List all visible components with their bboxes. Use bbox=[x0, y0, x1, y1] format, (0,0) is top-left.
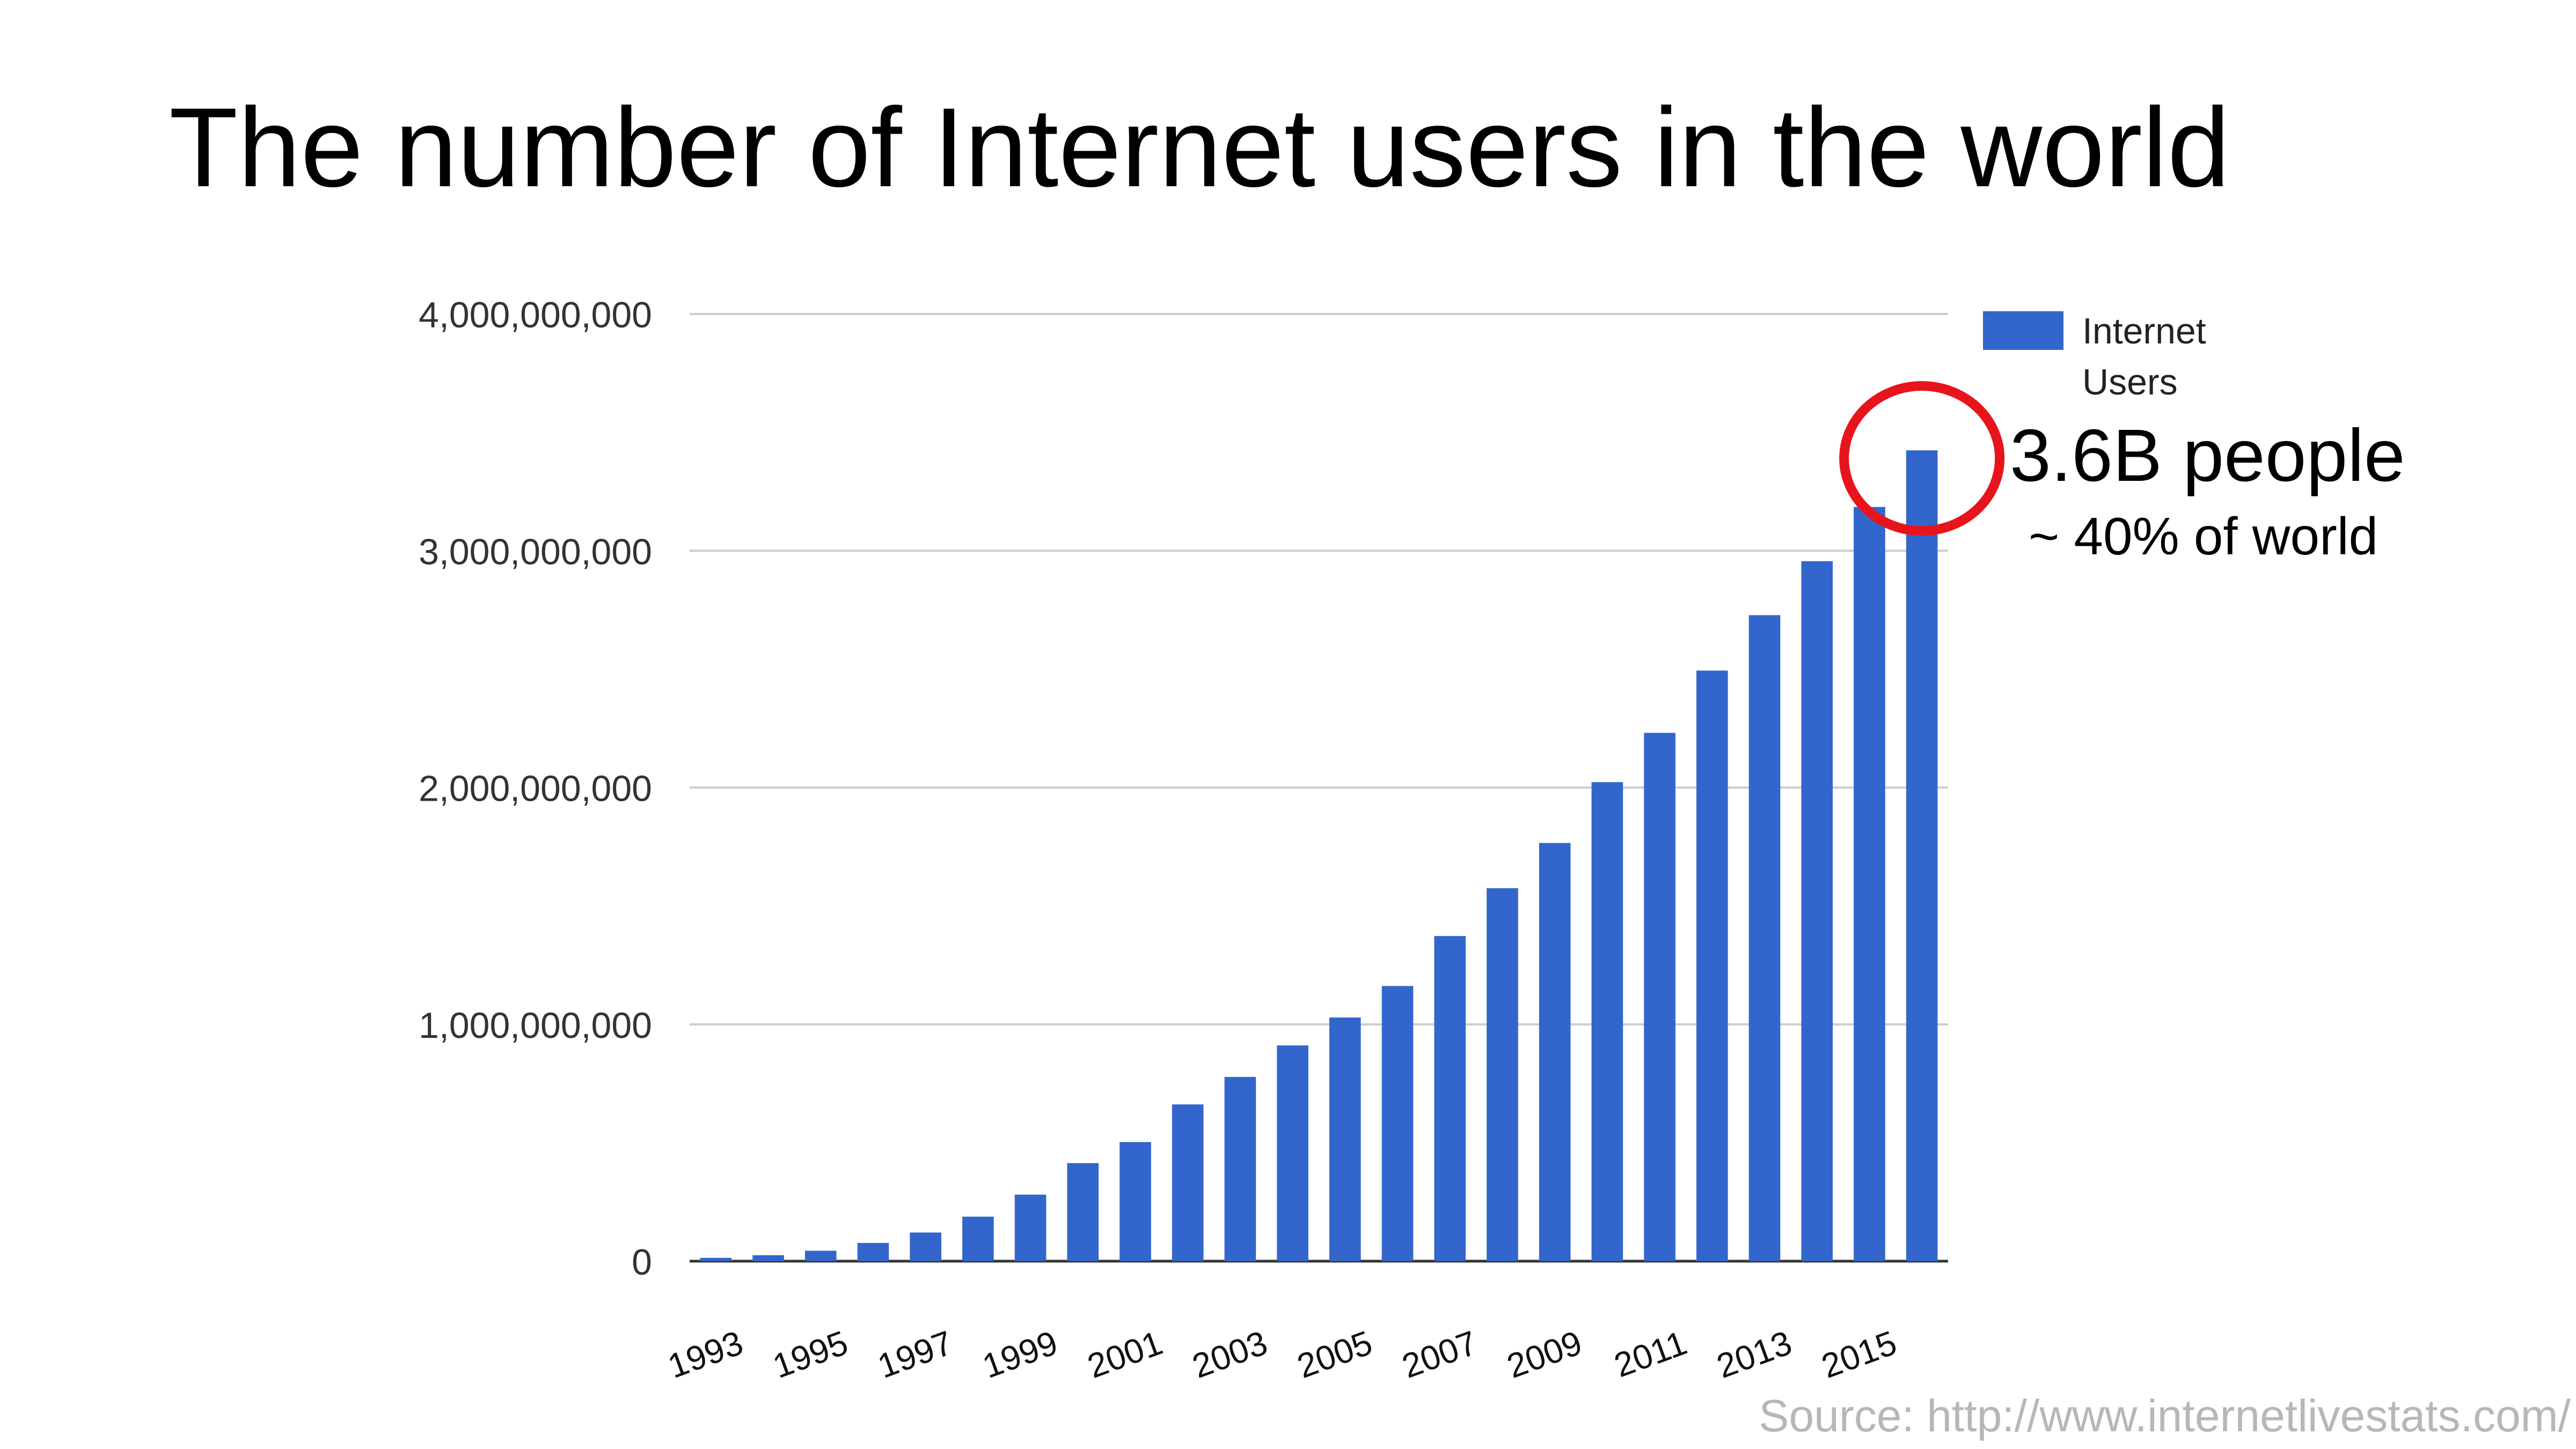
bar-2004 bbox=[1277, 1045, 1308, 1261]
bar-2007 bbox=[1434, 936, 1466, 1261]
bar-2000 bbox=[1067, 1163, 1099, 1261]
x-tick-label-2015: 2015 bbox=[1817, 1323, 1901, 1385]
bar-1994 bbox=[752, 1255, 784, 1261]
bar-2015 bbox=[1854, 507, 1885, 1261]
x-axis-tick-labels: 1993 1995 1997 1999 2001 2003 2005 2007 2009 2011… bbox=[663, 1323, 1901, 1385]
bar-1997 bbox=[910, 1232, 941, 1261]
x-tick-label-2007: 2007 bbox=[1397, 1323, 1482, 1385]
page-title: The number of Internet users in the worl… bbox=[169, 84, 2230, 210]
y-tick-label: 4,000,000,000 bbox=[419, 295, 652, 335]
bar-2016 bbox=[1906, 450, 1938, 1262]
y-tick-label: 0 bbox=[632, 1242, 652, 1283]
x-tick-label-2009: 2009 bbox=[1502, 1323, 1587, 1385]
bar-2014 bbox=[1801, 561, 1833, 1261]
y-tick-label: 3,000,000,000 bbox=[419, 531, 652, 572]
highlight-group bbox=[1839, 381, 2005, 536]
x-tick-label-1997: 1997 bbox=[873, 1323, 957, 1385]
chart-legend: Internet Users bbox=[1983, 311, 2206, 402]
annotation-sub: ~ 40% of world bbox=[2029, 507, 2378, 566]
bar-2009 bbox=[1539, 843, 1571, 1261]
bar-2013 bbox=[1748, 615, 1781, 1261]
bar-1995 bbox=[804, 1250, 837, 1261]
x-tick-label-1995: 1995 bbox=[768, 1323, 853, 1385]
x-tick-label-1993: 1993 bbox=[663, 1323, 748, 1385]
legend-label-line-2: Users bbox=[2082, 362, 2178, 402]
bar-1996 bbox=[857, 1243, 889, 1261]
bar-1998 bbox=[962, 1217, 994, 1261]
bar-2008 bbox=[1487, 888, 1518, 1261]
x-tick-label-2013: 2013 bbox=[1711, 1323, 1796, 1385]
source-note: Source: http://www.internetlivestats.com… bbox=[1759, 1391, 2571, 1441]
bar-2005 bbox=[1329, 1017, 1361, 1261]
bar-2010 bbox=[1591, 782, 1623, 1261]
bar-2011 bbox=[1644, 733, 1675, 1261]
y-axis-tick-labels: 0 1,000,000,000 2,000,000,000 3,000,000,000… bbox=[419, 295, 652, 1283]
chart-bars bbox=[700, 450, 1938, 1262]
highlight-circle bbox=[1839, 381, 2005, 536]
x-tick-label-2011: 2011 bbox=[1609, 1323, 1692, 1385]
legend-label-line-1: Internet bbox=[2082, 311, 2206, 352]
bar-2012 bbox=[1696, 670, 1728, 1261]
x-tick-label-2001: 2001 bbox=[1082, 1323, 1167, 1385]
annotation-main: 3.6B people bbox=[2010, 414, 2405, 497]
legend-swatch bbox=[1983, 311, 2063, 350]
bar-2001 bbox=[1119, 1142, 1151, 1261]
bar-2003 bbox=[1224, 1077, 1256, 1261]
y-tick-label: 2,000,000,000 bbox=[419, 769, 652, 809]
bar-1993 bbox=[700, 1257, 732, 1261]
y-tick-label: 1,000,000,000 bbox=[419, 1005, 652, 1046]
chart-gridlines bbox=[690, 313, 1948, 1263]
x-tick-label-2005: 2005 bbox=[1292, 1323, 1377, 1385]
x-tick-label-2003: 2003 bbox=[1187, 1323, 1272, 1385]
bar-2002 bbox=[1172, 1104, 1204, 1261]
bar-1999 bbox=[1014, 1195, 1046, 1261]
bar-2006 bbox=[1381, 986, 1414, 1261]
x-tick-label-1999: 1999 bbox=[977, 1323, 1062, 1385]
